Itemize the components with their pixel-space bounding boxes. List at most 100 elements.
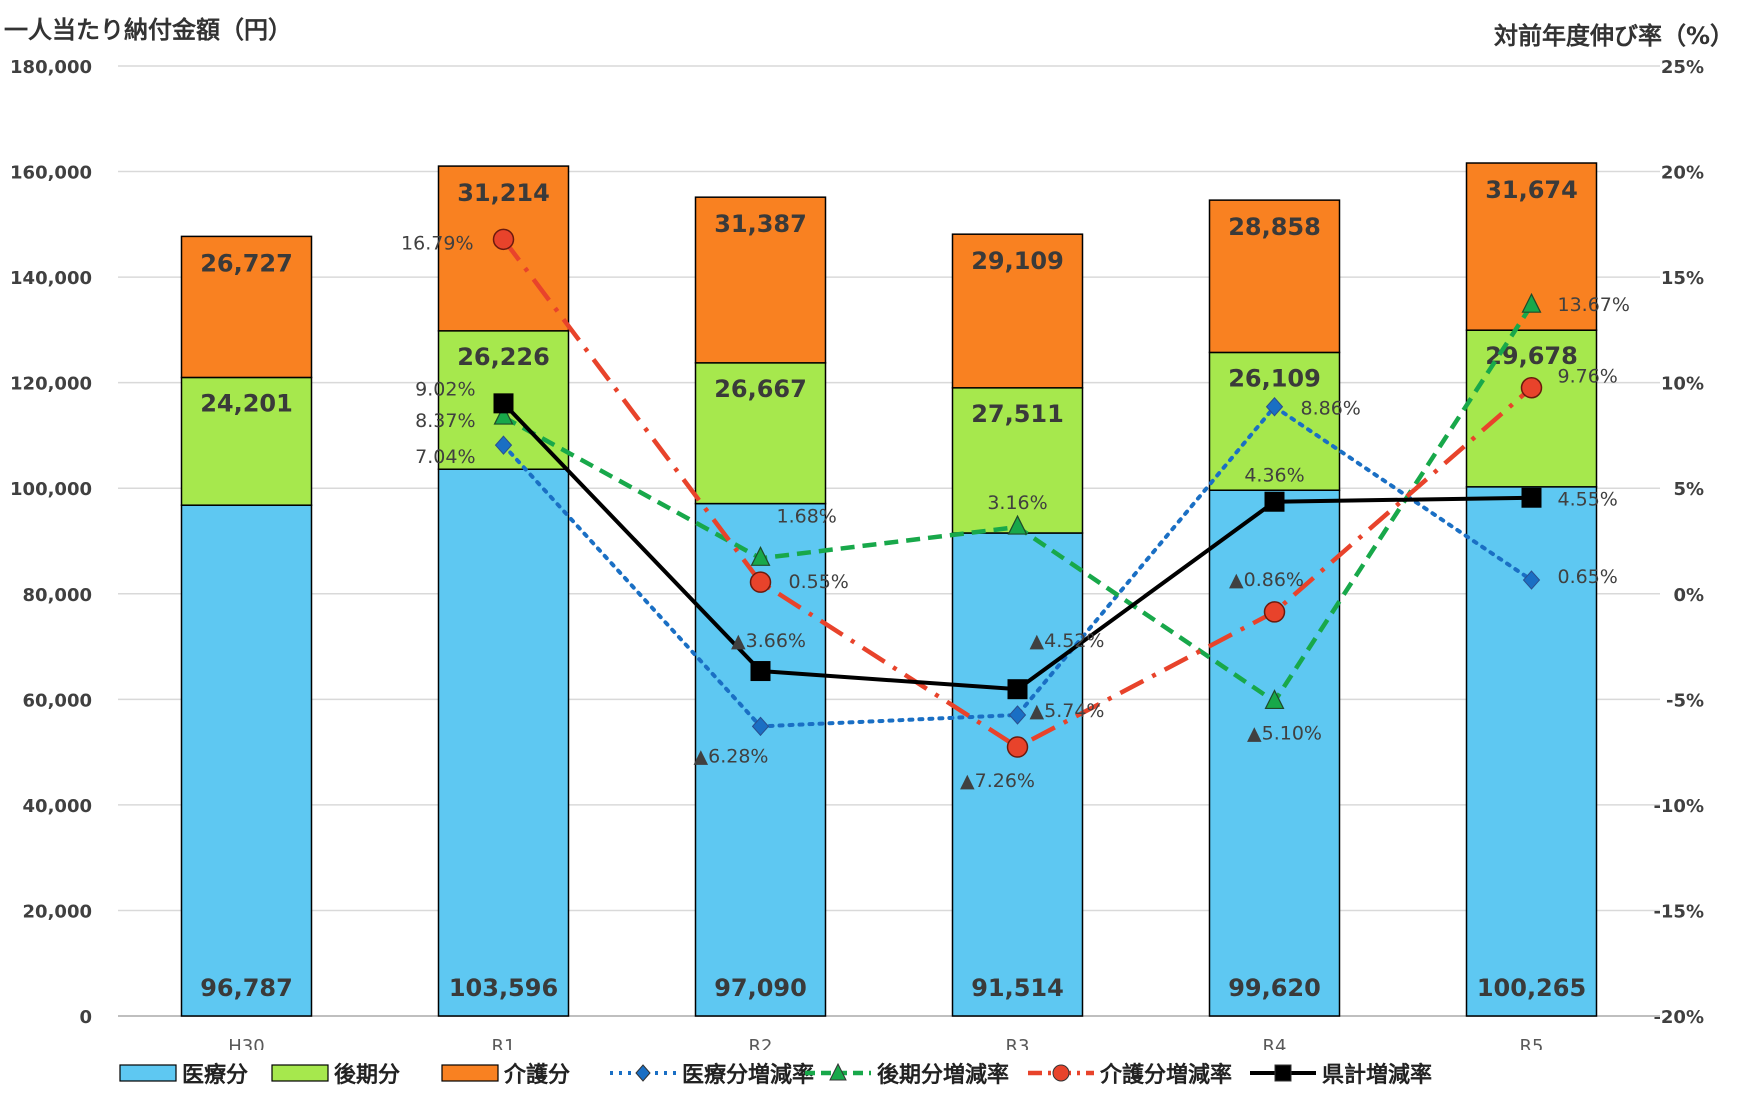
bar-data-label-care: 31,214 <box>457 179 550 207</box>
bar-data-label-medical: 100,265 <box>1477 974 1586 1002</box>
marker-total-rate <box>1264 491 1285 512</box>
marker-total-rate <box>1007 679 1028 700</box>
line-data-label-elderly-rate: ▲5.10% <box>1247 722 1322 744</box>
bar-medical <box>437 468 570 1017</box>
line-data-label-medical-rate: ▲6.28% <box>694 745 769 767</box>
y-tick-label-right: 15% <box>1661 268 1704 289</box>
legend-swatch-elderly <box>271 1064 329 1082</box>
bar-data-label-medical: 99,620 <box>1228 974 1321 1002</box>
bar-data-label-elderly: 26,226 <box>457 343 550 371</box>
bar-data-label-medical: 91,514 <box>971 974 1064 1002</box>
marker-elderly-rate <box>493 404 514 425</box>
marker-care-rate <box>492 228 515 251</box>
chart-area: 0 20,000 40,000 60,000 80,000 100,000 120,000 1… <box>10 57 1704 1050</box>
bar-care <box>180 235 313 379</box>
bar-data-label-elderly: 29,678 <box>1485 342 1578 370</box>
legend-item-medical: 医療分 <box>118 1055 248 1091</box>
bar-data-label-elderly: 26,109 <box>1228 364 1321 392</box>
bar-data-label-medical: 97,090 <box>714 974 807 1002</box>
marker-care-rate <box>1006 736 1029 758</box>
legend-item-elderly-rate: 後期分増減率 <box>803 1055 1009 1091</box>
legend-swatch-medical <box>119 1064 177 1082</box>
bar-elderly <box>1208 351 1341 491</box>
line-data-label-elderly-rate: 8.37% <box>415 410 475 432</box>
y-tick-label-left: 160,000 <box>10 163 92 184</box>
bar-care <box>1208 199 1341 354</box>
legend-label-elderly-rate: 後期分増減率 <box>877 1063 1010 1088</box>
line-data-label-medical-rate: ▲5.74% <box>1030 700 1105 722</box>
marker-medical-rate <box>1265 396 1284 417</box>
line-data-label-total-rate: ▲3.66% <box>731 630 806 652</box>
marker-total-rate <box>493 393 514 414</box>
marker-care-rate <box>749 571 772 593</box>
legend-item-elderly: 後期分 <box>270 1055 400 1091</box>
marker-elderly-rate <box>1521 292 1542 313</box>
y-tick-label-right: 5% <box>1673 479 1704 500</box>
line-data-label-care-rate: ▲0.86% <box>1229 569 1304 591</box>
marker-elderly-rate <box>1007 514 1028 535</box>
y-tick-label-left: 80,000 <box>23 585 92 606</box>
y-tick-label-right: -15% <box>1653 901 1704 922</box>
legend-label-care-rate: 介護分増減率 <box>1100 1063 1233 1088</box>
y-tick-label-left: 20,000 <box>23 901 92 922</box>
y-tick-label-left: 140,000 <box>10 268 92 289</box>
bar-medical <box>180 504 313 1017</box>
bar-data-label-care: 29,109 <box>971 247 1064 275</box>
y-tick-label-right: 10% <box>1661 374 1704 395</box>
legend-swatch-total-rate <box>1250 1064 1316 1082</box>
y-tick-label-right: -20% <box>1653 1007 1704 1028</box>
line-data-label-elderly-rate: 13.67% <box>1558 294 1630 316</box>
y-tick-label-left: 180,000 <box>10 57 92 78</box>
marker-care-rate <box>1520 376 1543 399</box>
line-data-label-care-rate: 16.79% <box>401 232 473 254</box>
bar-data-label-elderly: 27,511 <box>971 400 1064 428</box>
line-data-label-total-rate: ▲4.52% <box>1030 630 1105 652</box>
bar-elderly <box>1465 329 1598 488</box>
x-tick-label: H30 <box>228 1036 264 1050</box>
right-axis-title: 対前年度伸び率（%） <box>1493 22 1734 50</box>
bar-data-label-care: 28,858 <box>1228 213 1321 241</box>
marker-total-rate <box>1521 487 1542 508</box>
bar-data-label-medical: 96,787 <box>200 974 293 1002</box>
line-data-label-total-rate: 4.55% <box>1558 489 1618 511</box>
legend: 医療分 後期分 介護分 医療分増減率 後期分増減率 介護分増減率 県計増減率 <box>118 1055 1718 1091</box>
bar-data-label-care: 31,674 <box>1485 176 1578 204</box>
y-tick-label-right: -10% <box>1653 796 1704 817</box>
bar-elderly <box>951 387 1084 534</box>
bar-care <box>694 196 827 364</box>
line-data-label-elderly-rate: 3.16% <box>987 492 1047 514</box>
legend-label-care: 介護分 <box>504 1063 571 1088</box>
y-tick-label-right: 20% <box>1661 163 1704 184</box>
marker-elderly-rate <box>750 545 771 566</box>
marker-total-rate <box>750 661 771 682</box>
legend-label-medical: 医療分 <box>182 1063 249 1088</box>
bar-data-label-care: 26,727 <box>200 249 293 277</box>
bar-data-label-care: 31,387 <box>714 210 807 238</box>
bar-medical <box>951 532 1084 1017</box>
legend-label-total-rate: 県計増減率 <box>1322 1063 1433 1088</box>
legend-label-elderly: 後期分 <box>334 1063 401 1088</box>
line-data-label-medical-rate: 8.86% <box>1301 398 1361 420</box>
x-tick-label: R4 <box>1263 1036 1287 1050</box>
left-axis-title: 一人当たり納付金額（円） <box>4 16 292 44</box>
legend-swatch-care-rate <box>1028 1064 1094 1082</box>
line-data-label-care-rate: ▲7.26% <box>960 770 1035 792</box>
y-tick-label-left: 60,000 <box>23 690 92 711</box>
y-tick-label-left: 120,000 <box>10 374 92 395</box>
x-tick-label: R3 <box>1006 1036 1030 1050</box>
bar-medical <box>1208 489 1341 1017</box>
bar-data-label-elderly: 24,201 <box>200 389 293 417</box>
y-tick-label-right: 0% <box>1673 585 1704 606</box>
x-tick-label: R1 <box>492 1036 516 1050</box>
line-care-rate <box>501 237 1533 750</box>
legend-item-care-rate: 介護分増減率 <box>1026 1055 1232 1091</box>
legend-label-medical-rate: 医療分増減率 <box>682 1063 815 1088</box>
y-tick-label-left: 100,000 <box>10 479 92 500</box>
bar-care <box>951 233 1084 389</box>
line-data-label-total-rate: 4.36% <box>1244 465 1304 487</box>
x-tick-label: R5 <box>1520 1036 1544 1050</box>
y-tick-label-left: 0 <box>79 1007 92 1028</box>
marker-medical-rate <box>751 716 770 737</box>
marker-medical-rate <box>1522 570 1541 590</box>
legend-item-total-rate: 県計増減率 <box>1248 1055 1432 1091</box>
